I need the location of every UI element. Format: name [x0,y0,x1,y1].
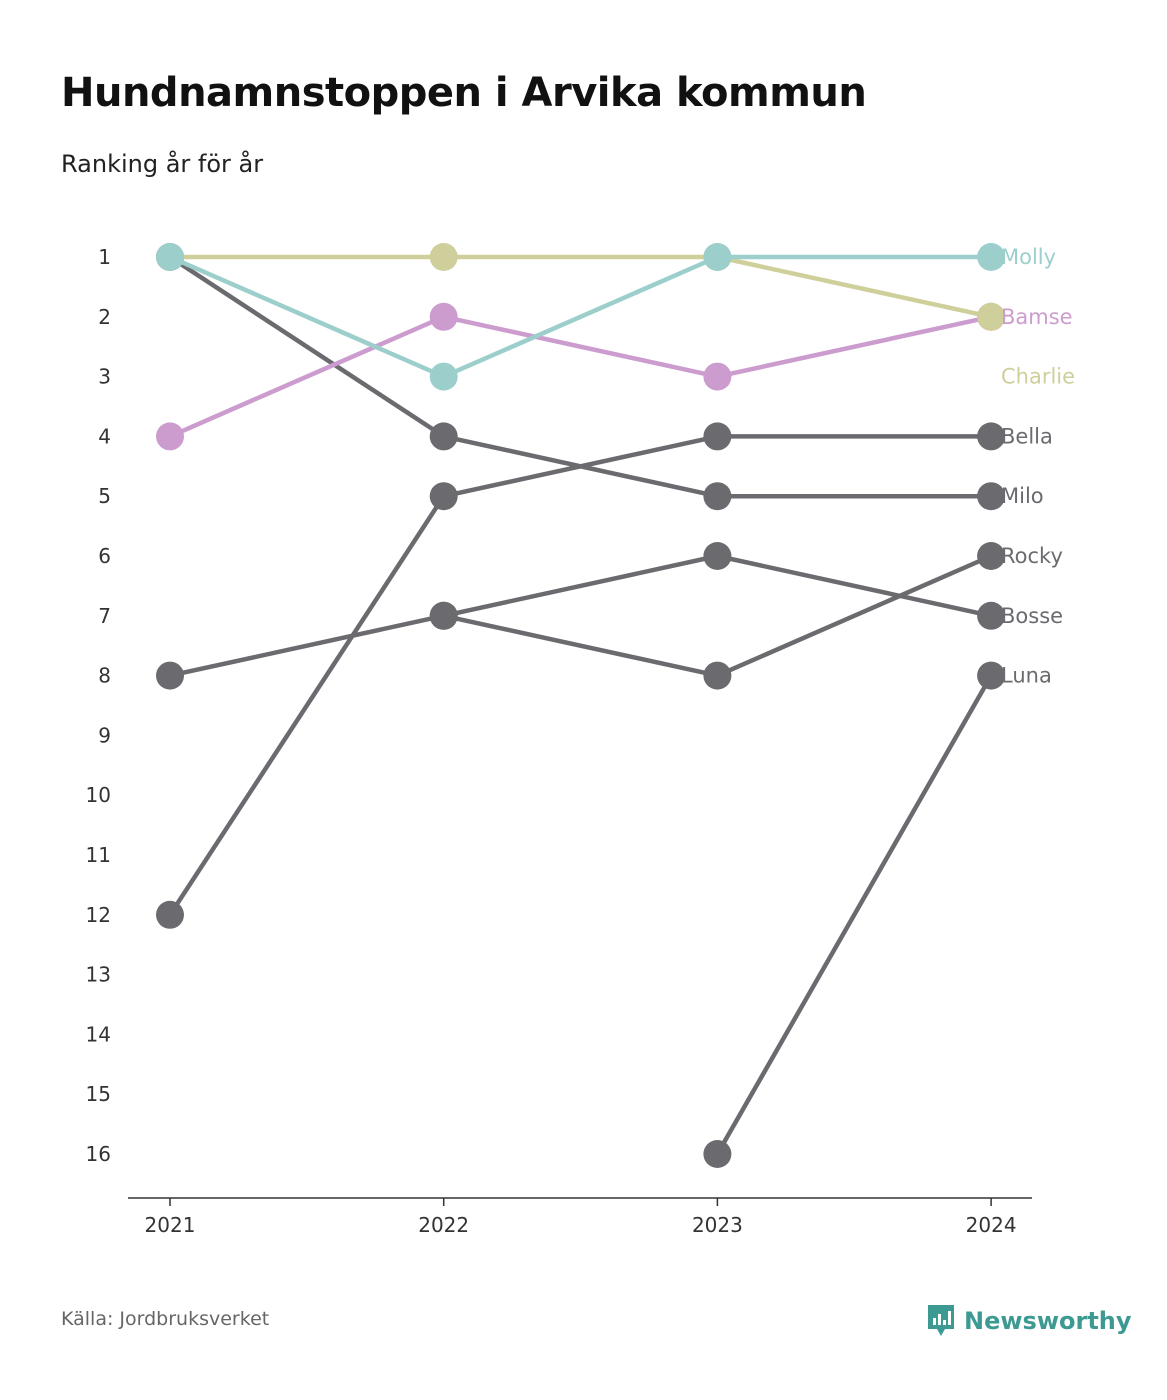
data-point-molly [429,362,458,391]
y-tick-label: 16 [86,1142,111,1166]
data-point-rocky [703,661,732,690]
series-line-milo [167,254,994,499]
series-lines [167,254,994,1157]
data-point-bosse [703,542,732,570]
brand-name: Newsworthy [964,1307,1132,1335]
chart-subtitle: Ranking år för år [61,150,264,178]
data-point-milo [429,422,458,451]
y-tick-label: 1 [98,245,111,269]
data-point-molly [156,243,184,271]
series-label-bosse: Bosse [1001,604,1063,628]
y-tick-label: 11 [86,843,111,867]
data-point-bella [429,482,458,511]
source-note: Källa: Jordbruksverket [61,1308,270,1330]
series-line-bella [167,434,994,918]
series-line-rocky [441,553,994,678]
data-point-milo [977,482,1006,511]
y-tick-label: 13 [86,963,111,987]
series-label-luna: Luna [1001,664,1052,688]
x-tick-label: 2022 [418,1213,469,1237]
y-tick-label: 9 [98,723,111,747]
data-point-molly [977,243,1006,271]
y-tick-label: 14 [86,1022,111,1046]
series-line-molly [167,254,994,379]
series-label-bamse: Bamse [1001,305,1073,329]
series-line-bamse [167,314,994,439]
y-tick-label: 3 [98,365,111,389]
y-tick-label: 7 [98,604,111,628]
series-points [156,243,1006,1168]
y-tick-label: 8 [98,664,111,688]
data-point-charlie [977,302,1006,331]
series-label-milo: Milo [1001,484,1044,508]
data-point-bella [977,422,1006,451]
series-label-rocky: Rocky [1001,544,1063,568]
data-point-bosse [429,601,458,630]
y-tick-label: 2 [98,305,111,329]
y-tick-label: 10 [86,783,111,807]
series-label-molly: Molly [1001,245,1056,269]
series-line-charlie [167,254,994,320]
data-point-bosse [156,661,184,690]
data-point-milo [703,482,732,511]
data-point-bella [156,900,184,929]
data-point-charlie [429,243,458,271]
data-point-bamse [703,362,732,391]
newsworthy-logo-icon [928,1305,954,1336]
data-point-molly [703,243,732,271]
y-tick-label: 15 [86,1082,111,1106]
data-point-bosse [977,601,1006,630]
x-axis: 2021 2022 2023 2024 [128,1197,1032,1237]
series-line-bosse [167,553,994,678]
data-point-bamse [429,302,458,331]
series-line-luna [715,673,994,1157]
y-tick-label: 6 [98,544,111,568]
data-point-luna [977,661,1006,690]
brand-logo: Newsworthy [926,1303,1132,1339]
data-point-luna [703,1140,732,1168]
x-tick-label: 2024 [966,1213,1017,1237]
series-label-charlie: Charlie [1001,365,1075,389]
series-labels: Bella Milo Rocky Bosse Luna Bamse Charlie Molly [1001,245,1075,688]
y-tick-label: 4 [98,424,111,448]
x-tick-label: 2021 [145,1213,196,1237]
chart-title: Hundnamnstoppen i Arvika kommun [61,70,867,116]
y-tick-label: 12 [86,903,111,927]
data-point-bamse [156,422,184,451]
y-tick-label: 5 [98,484,111,508]
data-point-bella [703,422,732,451]
series-label-bella: Bella [1001,424,1053,448]
data-point-rocky [977,542,1006,570]
x-tick-label: 2023 [692,1213,743,1237]
